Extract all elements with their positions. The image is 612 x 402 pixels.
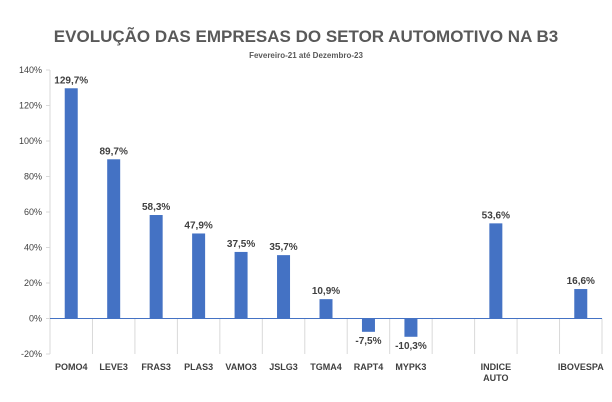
data-label: 35,7% <box>269 242 297 253</box>
x-tick-label: LEVE3 <box>99 362 128 372</box>
x-tick-label: IBOVESPA <box>558 362 604 372</box>
x-tick-label: TGMA4 <box>310 362 342 372</box>
bar-indice-auto <box>489 223 503 319</box>
data-label: 89,7% <box>100 146 128 157</box>
y-tick-label: 20% <box>24 278 42 288</box>
x-tick-label: PLAS3 <box>184 362 213 372</box>
bar-tgma4 <box>319 299 333 319</box>
bar-rapt4 <box>361 318 375 332</box>
bar-plas3 <box>192 233 206 319</box>
x-tick-label: FRAS3 <box>141 362 171 372</box>
x-tick-label: VAMO3 <box>225 362 256 372</box>
data-label: 53,6% <box>482 210 510 221</box>
data-label: 129,7% <box>54 75 88 86</box>
bar-fras3 <box>149 215 163 319</box>
y-tick-label: 120% <box>19 101 42 111</box>
y-tick-label: 140% <box>19 65 42 75</box>
data-label: 16,6% <box>567 276 595 287</box>
bar-jslg3 <box>277 255 291 319</box>
y-tick-label: 60% <box>24 207 42 217</box>
y-tick-label: 0% <box>29 314 42 324</box>
chart-title: EVOLUÇÃO DAS EMPRESAS DO SETOR AUTOMOTIV… <box>54 26 558 46</box>
x-tick-label: JSLG3 <box>269 362 298 372</box>
data-label: 47,9% <box>184 220 212 231</box>
plot-area: -20% 0% 20% 40% 60% 80% 100% 120% 140% 129,7% 89,7… <box>19 65 604 383</box>
x-tick-label: INDICE <box>481 362 512 372</box>
x-tick-label: POMO4 <box>55 362 88 372</box>
data-label: 58,3% <box>142 202 170 213</box>
x-tick-label: AUTO <box>483 373 508 383</box>
data-label: -10,3% <box>395 341 427 352</box>
bar-mypk3 <box>404 318 418 337</box>
data-label: 10,9% <box>312 286 340 297</box>
data-label: -7,5% <box>355 336 381 347</box>
y-tick-label: 40% <box>24 243 42 253</box>
bar-pomo4 <box>64 88 78 319</box>
x-tick-label: RAPT4 <box>354 362 384 372</box>
chart-subtitle: Fevereiro-21 até Dezembro-23 <box>249 51 363 60</box>
x-tick-label: MYPK3 <box>395 362 426 372</box>
bar-leve3 <box>107 159 121 319</box>
y-tick-label: -20% <box>21 349 42 359</box>
bar-vamo3 <box>234 251 248 319</box>
y-tick-label: 100% <box>19 136 42 146</box>
data-label: 37,5% <box>227 239 255 250</box>
y-tick-label: 80% <box>24 172 42 182</box>
bar-ibovespa <box>574 289 588 319</box>
